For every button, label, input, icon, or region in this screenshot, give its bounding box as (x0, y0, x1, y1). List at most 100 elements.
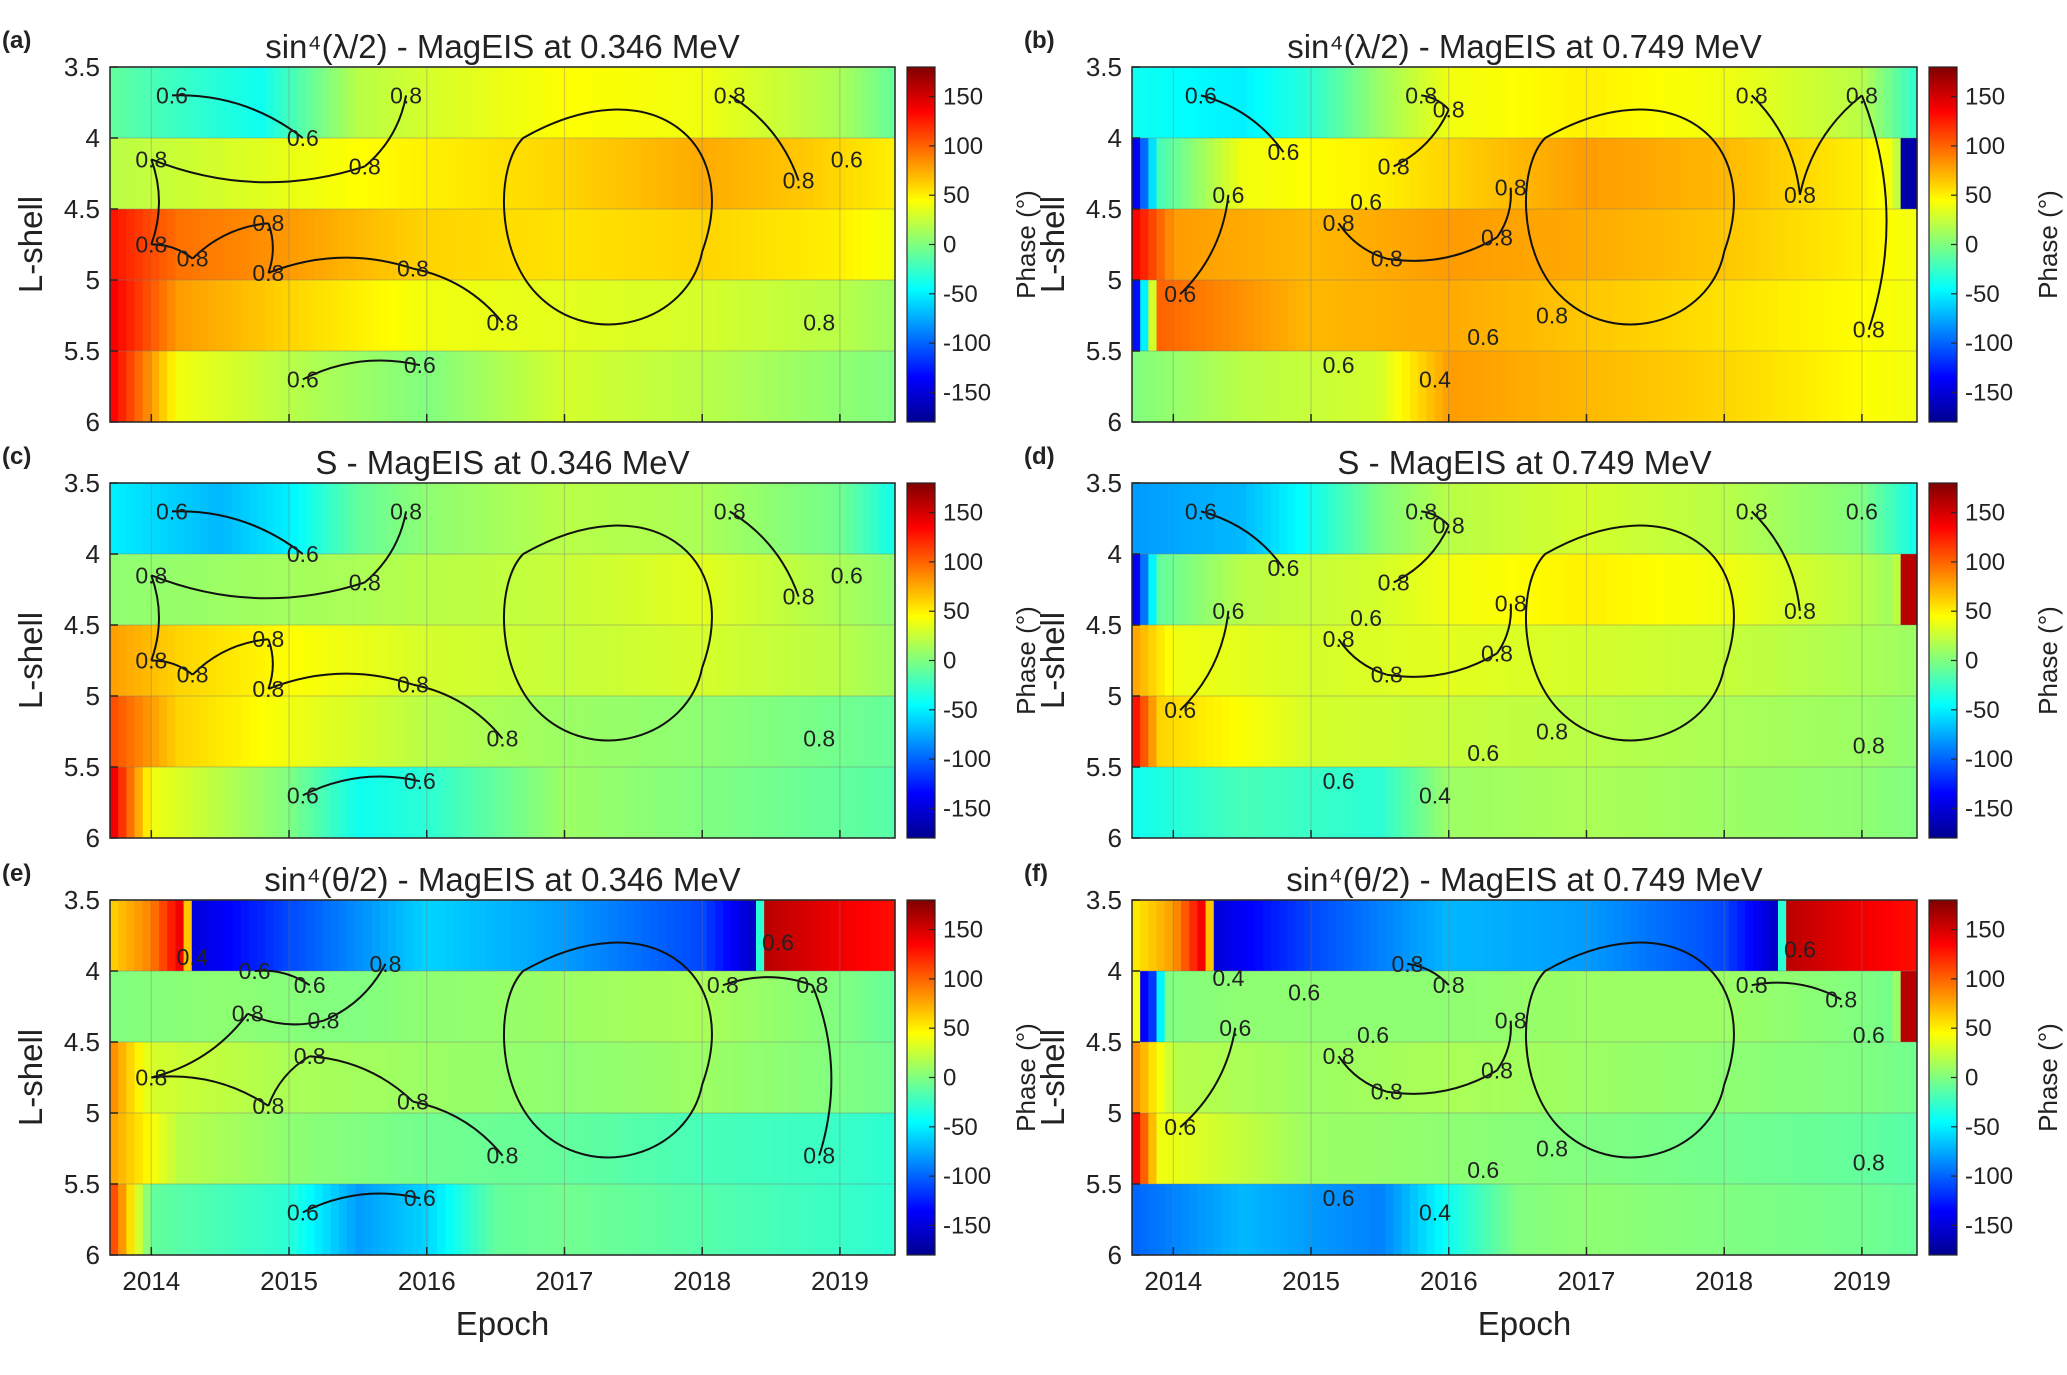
heatmap-cell (322, 138, 332, 209)
heatmap-cell (1475, 483, 1485, 554)
heatmap-cell (1418, 280, 1427, 351)
heatmap-cell (167, 696, 177, 767)
heatmap-cell (788, 971, 798, 1042)
heatmap-cell (1598, 1184, 1607, 1255)
heatmap-cell (1303, 483, 1313, 554)
x-tick-label: 2015 (1282, 1266, 1340, 1296)
heatmap-cell (527, 696, 536, 767)
heatmap-cell (338, 696, 348, 767)
heatmap-cell (1311, 1113, 1321, 1184)
heatmap-cell (183, 138, 193, 209)
heatmap-cell (1777, 696, 1787, 767)
heatmap-cell (706, 1113, 716, 1184)
contour-line (1407, 962, 1450, 986)
heatmap-cell (167, 138, 177, 209)
heatmap-cell (1851, 1042, 1861, 1113)
heatmap-cell (1720, 767, 1730, 838)
heatmap-cell (1459, 483, 1468, 554)
heatmap-cell (1581, 483, 1591, 554)
contour-label: 0.8 (397, 672, 429, 698)
heatmap-cell (445, 1042, 455, 1113)
heatmap-cell (1540, 971, 1550, 1042)
heatmap-cell (1238, 67, 1248, 138)
heatmap-cell (1459, 554, 1468, 625)
heatmap-cell (1884, 767, 1894, 838)
heatmap-cell (1246, 280, 1256, 351)
heatmap-cell (1647, 554, 1656, 625)
heatmap-cell (510, 209, 520, 280)
heatmap-cell (1679, 554, 1689, 625)
heatmap-cell (1426, 1042, 1436, 1113)
heatmap-cell (118, 351, 127, 422)
heatmap-cell (723, 138, 733, 209)
heatmap-cell (706, 696, 716, 767)
heatmap-cell (1581, 138, 1591, 209)
heatmap-cell (1827, 1113, 1836, 1184)
heatmap-cell (755, 554, 765, 625)
heatmap-cell (273, 1113, 283, 1184)
heatmap-cell (420, 971, 430, 1042)
heatmap-cell (600, 280, 610, 351)
heatmap-cell (1295, 1113, 1305, 1184)
heatmap-cell (1418, 351, 1427, 422)
heatmap-cell (1565, 1184, 1575, 1255)
heatmap-cell (1638, 280, 1648, 351)
contour-line (1393, 109, 1450, 168)
heatmap-cell (1859, 483, 1869, 554)
heatmap-cell (453, 767, 463, 838)
heatmap-cell (1655, 696, 1665, 767)
heatmap-cell (1336, 280, 1346, 351)
heatmap-cell (1499, 138, 1509, 209)
y-tick-label: 4 (1108, 956, 1122, 986)
heatmap-cell (1573, 67, 1583, 138)
heatmap-cell (1867, 767, 1877, 838)
heatmap-cell (1352, 280, 1362, 351)
heatmap-cell (1181, 1113, 1190, 1184)
heatmap-cell (486, 351, 495, 422)
heatmap-cell (322, 351, 332, 422)
heatmap-cell (240, 483, 250, 554)
heatmap-cell (1818, 1184, 1828, 1255)
heatmap-cell (469, 1184, 479, 1255)
heatmap-cell (1900, 971, 1910, 1042)
heatmap-cell (1827, 138, 1836, 209)
y-axis-label: L-shell (1034, 1029, 1071, 1126)
heatmap-cell (355, 483, 365, 554)
heatmap-cell (1794, 1184, 1804, 1255)
heatmap-cell (657, 280, 667, 351)
heatmap-cell (1246, 900, 1256, 971)
heatmap-cell (1859, 1042, 1869, 1113)
heatmap-cell (690, 1113, 700, 1184)
heatmap-cell (428, 971, 438, 1042)
heatmap-cell (1786, 971, 1795, 1042)
heatmap-cell (1549, 554, 1558, 625)
heatmap-cell (1589, 138, 1599, 209)
heatmap-cell (854, 1042, 863, 1113)
heatmap-cell (788, 67, 798, 138)
heatmap-cell (747, 696, 757, 767)
y-tick-label: 4.5 (64, 194, 100, 224)
heatmap-cell (1352, 1184, 1362, 1255)
heatmap-cell (1230, 1184, 1239, 1255)
heatmap-cell (314, 483, 324, 554)
contour-label: 0.8 (487, 726, 519, 752)
heatmap-cell (469, 138, 479, 209)
panel-title: sin⁴(λ/2) - MagEIS at 0.749 MeV (1287, 28, 1762, 65)
heatmap-cell (134, 351, 144, 422)
heatmap-cell (633, 351, 643, 422)
heatmap-cell (1303, 767, 1313, 838)
heatmap-cell (1156, 554, 1166, 625)
heatmap-cell (510, 1113, 520, 1184)
heatmap-cell (355, 971, 365, 1042)
heatmap-cell (1393, 971, 1403, 1042)
contour-label: 0.8 (1736, 498, 1768, 524)
heatmap-cell (1598, 971, 1607, 1042)
heatmap-cell (110, 67, 119, 138)
heatmap-cell (747, 483, 757, 554)
heatmap-cell (592, 767, 602, 838)
heatmap-cell (1140, 351, 1149, 422)
heatmap-cell (690, 351, 700, 422)
heatmap-cell (1459, 696, 1468, 767)
heatmap-cell (1156, 209, 1166, 280)
heatmap-cell (1295, 696, 1305, 767)
